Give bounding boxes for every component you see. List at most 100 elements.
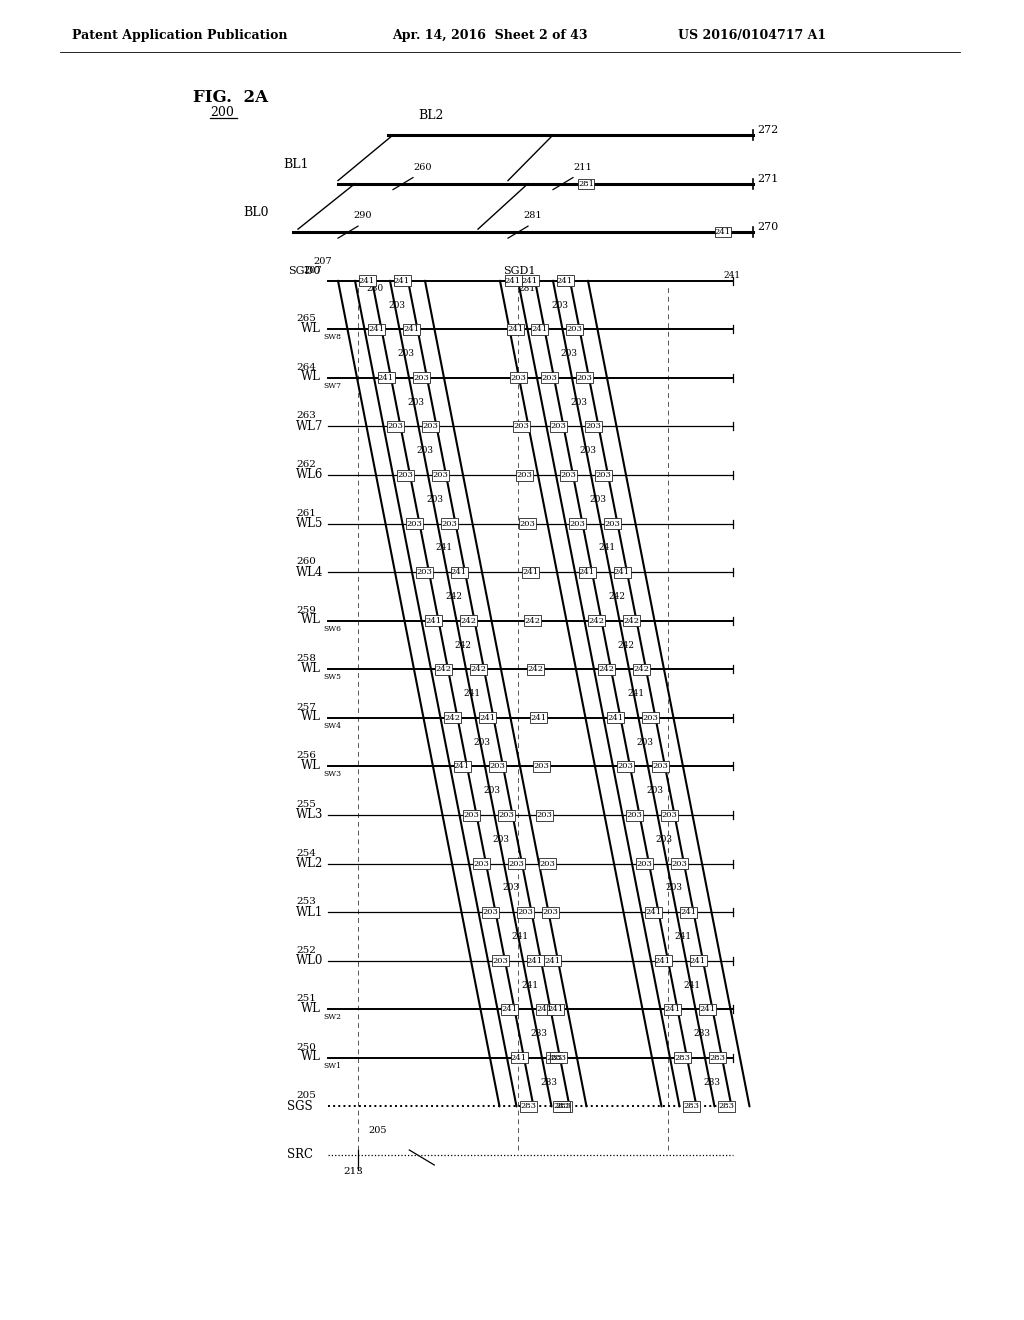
- Text: 203: 203: [534, 763, 550, 771]
- Text: 203: 203: [508, 859, 524, 867]
- Text: 241: 241: [665, 1006, 681, 1014]
- Bar: [508, 858, 524, 869]
- Text: 203: 203: [489, 763, 505, 771]
- Bar: [536, 809, 553, 821]
- Text: 203: 203: [423, 422, 438, 430]
- Text: 203: 203: [407, 520, 423, 528]
- Text: 203: 203: [636, 859, 652, 867]
- Text: 290: 290: [353, 211, 372, 220]
- Text: 203: 203: [416, 568, 432, 576]
- Text: SW4: SW4: [323, 722, 341, 730]
- Text: WL: WL: [301, 322, 321, 335]
- Bar: [671, 858, 687, 869]
- Text: 241: 241: [522, 277, 538, 285]
- Text: 203: 203: [473, 859, 488, 867]
- Text: 203: 203: [516, 471, 532, 479]
- Bar: [674, 1052, 690, 1064]
- Text: 203: 203: [417, 446, 433, 455]
- Text: SW5: SW5: [323, 673, 341, 681]
- Text: 211: 211: [573, 162, 592, 172]
- Text: 242: 242: [470, 665, 486, 673]
- Bar: [519, 517, 536, 529]
- Text: 280: 280: [366, 284, 383, 293]
- Text: 271: 271: [757, 173, 778, 183]
- Bar: [368, 323, 385, 335]
- Text: SGD1: SGD1: [503, 265, 536, 276]
- Text: 203: 203: [540, 859, 555, 867]
- Text: 203: 203: [665, 883, 682, 892]
- Text: 203: 203: [388, 301, 406, 309]
- Bar: [454, 760, 470, 772]
- Text: 203: 203: [537, 810, 552, 818]
- Bar: [664, 1003, 681, 1015]
- Text: WL7: WL7: [296, 420, 323, 433]
- Text: 241: 241: [579, 568, 595, 576]
- Text: 283: 283: [546, 1053, 562, 1061]
- Text: 203: 203: [627, 810, 642, 818]
- Text: Apr. 14, 2016  Sheet 2 of 43: Apr. 14, 2016 Sheet 2 of 43: [392, 29, 588, 41]
- Text: 241: 241: [369, 325, 385, 333]
- Text: SW3: SW3: [323, 771, 341, 779]
- Bar: [575, 372, 593, 383]
- Text: 283: 283: [530, 1030, 548, 1038]
- Text: 242: 242: [617, 640, 635, 649]
- Bar: [536, 1003, 553, 1015]
- Text: 253: 253: [296, 898, 315, 906]
- Bar: [451, 566, 468, 578]
- Text: WL6: WL6: [296, 469, 323, 482]
- Text: 283: 283: [555, 1102, 571, 1110]
- Bar: [689, 956, 707, 966]
- Text: 241: 241: [359, 277, 375, 285]
- Text: SRC: SRC: [287, 1148, 313, 1162]
- Text: 241: 241: [684, 981, 701, 990]
- Bar: [482, 907, 499, 917]
- Text: 241: 241: [502, 1006, 517, 1014]
- Text: 283: 283: [719, 1102, 734, 1110]
- Bar: [492, 956, 509, 966]
- Bar: [553, 1101, 570, 1111]
- Bar: [585, 421, 602, 432]
- Text: WL: WL: [301, 710, 321, 723]
- Text: 203: 203: [493, 834, 510, 843]
- Text: 259: 259: [296, 606, 315, 615]
- Text: 203: 203: [595, 471, 611, 479]
- Bar: [718, 1101, 735, 1111]
- Text: 203: 203: [397, 471, 413, 479]
- Text: 241: 241: [675, 932, 691, 941]
- Bar: [517, 907, 534, 917]
- Bar: [604, 517, 621, 529]
- Text: 203: 203: [407, 397, 424, 407]
- Text: 203: 203: [551, 301, 568, 309]
- Bar: [680, 907, 697, 917]
- Text: WL0: WL0: [296, 954, 323, 968]
- Text: 203: 203: [577, 374, 592, 381]
- Bar: [507, 323, 524, 335]
- Text: 264: 264: [296, 363, 315, 372]
- Bar: [444, 713, 461, 723]
- Text: 203: 203: [643, 714, 658, 722]
- Text: 252: 252: [296, 945, 315, 954]
- Text: BL1: BL1: [283, 157, 308, 170]
- Bar: [623, 615, 640, 626]
- Text: 242: 242: [525, 616, 541, 624]
- Text: 241: 241: [479, 714, 496, 722]
- Text: 241: 241: [511, 1053, 527, 1061]
- Text: 241: 241: [511, 932, 528, 941]
- Bar: [472, 858, 489, 869]
- Text: 241: 241: [607, 714, 624, 722]
- Bar: [520, 1101, 537, 1111]
- Text: FIG.  2A: FIG. 2A: [193, 90, 268, 107]
- Text: 203: 203: [560, 348, 578, 358]
- Text: SW2: SW2: [323, 1014, 341, 1022]
- Text: 242: 242: [435, 665, 451, 673]
- Text: 283: 283: [520, 1102, 537, 1110]
- Bar: [709, 1052, 725, 1064]
- Bar: [545, 956, 561, 966]
- Text: 203: 203: [432, 471, 447, 479]
- Bar: [534, 760, 550, 772]
- Text: 203: 203: [580, 446, 597, 455]
- Text: 203: 203: [542, 908, 558, 916]
- Bar: [662, 809, 678, 821]
- Bar: [633, 664, 649, 675]
- Bar: [699, 1003, 716, 1015]
